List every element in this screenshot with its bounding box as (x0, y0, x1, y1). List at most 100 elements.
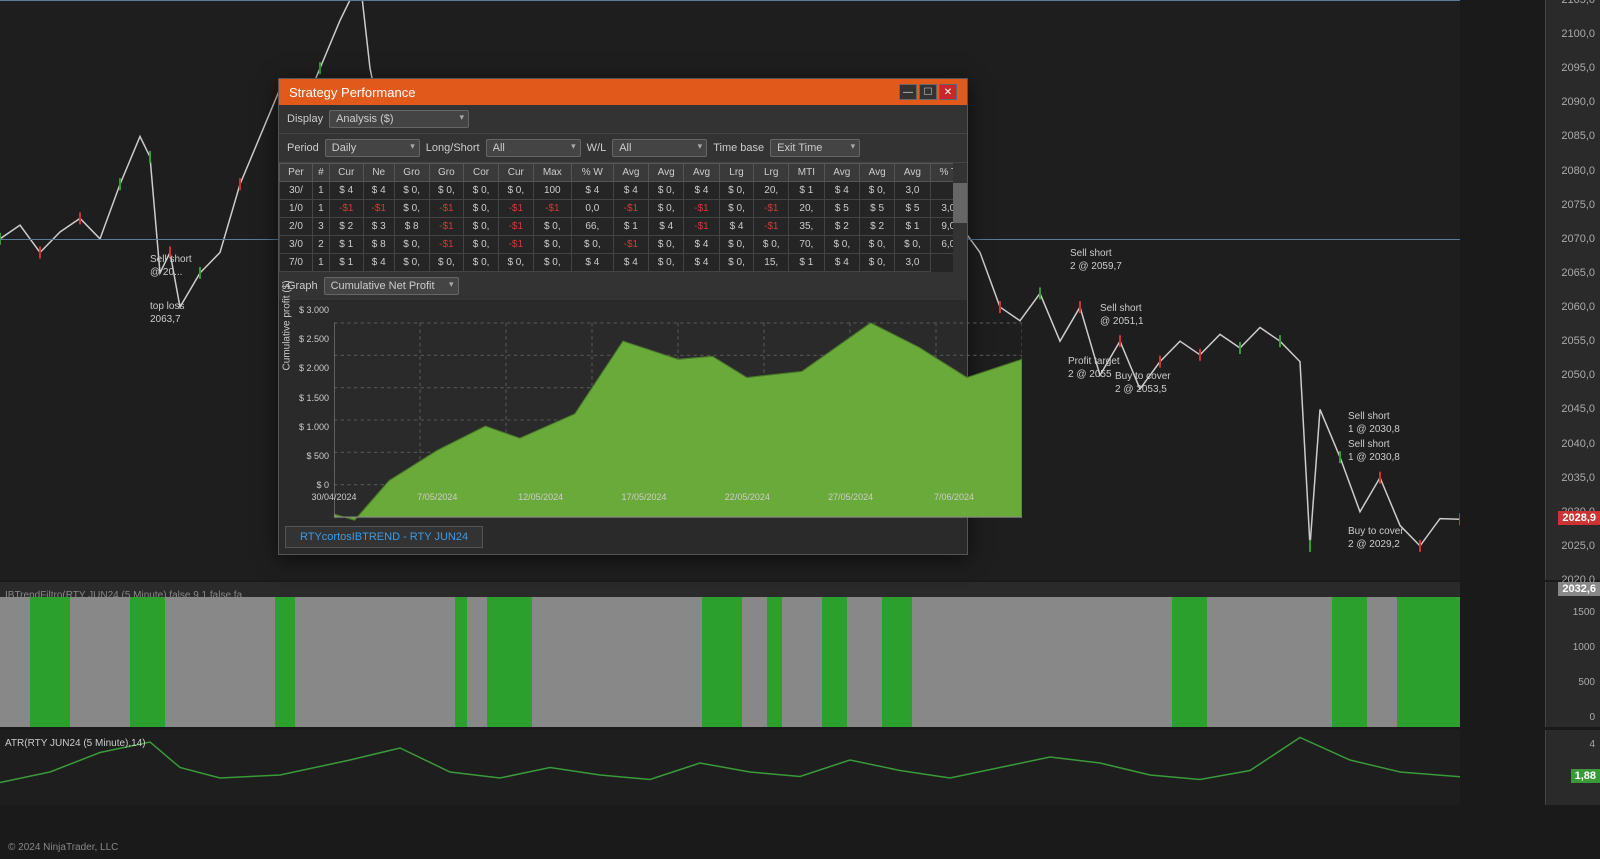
y-axis-tick: 2050,0 (1561, 369, 1595, 381)
y-axis-tick: 2055,0 (1561, 335, 1595, 347)
graph-y-tick: $ 1.500 (299, 393, 329, 403)
strategy-performance-window[interactable]: Strategy Performance — ☐ ✕ Display Analy… (278, 78, 968, 555)
graph-ylabel: Cumulative profit ($) (282, 280, 293, 370)
table-row[interactable]: 3/02$ 1$ 8$ 0,-$1$ 0,-$1$ 0,$ 0,-$1$ 0,$… (280, 236, 967, 254)
scrollbar-thumb[interactable] (953, 183, 967, 223)
window-titlebar[interactable]: Strategy Performance — ☐ ✕ (279, 79, 967, 105)
graph-select[interactable]: Cumulative Net Profit (324, 277, 459, 295)
indicator-bar (70, 597, 130, 727)
table-header[interactable]: # (312, 164, 329, 182)
table-scrollbar[interactable] (953, 163, 967, 272)
minimize-button[interactable]: — (899, 84, 917, 100)
indicator-bar (165, 597, 275, 727)
indicator-bar (275, 597, 295, 727)
table-header[interactable]: Avg (613, 164, 648, 182)
indicator-bar (1172, 597, 1207, 727)
y-axis-tick: 2025,0 (1561, 540, 1595, 552)
current-price-tag: 2028,9 (1558, 511, 1600, 525)
performance-table[interactable]: Per#CurNeGroGroCorCurMax% WAvgAvgAvgLrgL… (279, 163, 967, 272)
ibtrend-indicator-panel[interactable]: IBTrendFiltro(RTY JUN24 (5 Minute),false… (0, 582, 1460, 727)
trade-annotation: Sell short@ 20... (150, 253, 192, 279)
table-cell: -$1 (684, 200, 719, 218)
indicator-bar (822, 597, 847, 727)
table-cell: $ 2 (824, 218, 859, 236)
table-cell: -$1 (329, 200, 363, 218)
y-axis-tick: 2105,0 (1561, 0, 1595, 6)
y-axis-tick: 2035,0 (1561, 472, 1595, 484)
table-cell: $ 4 (329, 182, 363, 200)
table-cell: $ 8 (394, 218, 429, 236)
table-cell: $ 0, (719, 254, 754, 272)
performance-table-wrap: Per#CurNeGroGroCorCurMax% WAvgAvgAvgLrgL… (279, 163, 967, 272)
table-cell: 1/0 (280, 200, 313, 218)
table-cell: -$1 (429, 218, 464, 236)
timebase-select[interactable]: Exit Time (770, 139, 860, 157)
table-header[interactable]: Lrg (719, 164, 754, 182)
table-header[interactable]: Per (280, 164, 313, 182)
table-header[interactable]: Cur (329, 164, 363, 182)
table-cell: $ 4 (719, 218, 754, 236)
table-row[interactable]: 7/01$ 1$ 4$ 0,$ 0,$ 0,$ 0,$ 0,$ 4$ 4$ 0,… (280, 254, 967, 272)
table-row[interactable]: 1/01-$1-$1$ 0,-$1$ 0,-$1-$10,0-$1$ 0,-$1… (280, 200, 967, 218)
table-header[interactable]: Cur (498, 164, 533, 182)
wl-select[interactable]: All (612, 139, 707, 157)
table-row[interactable]: 30/1$ 4$ 4$ 0,$ 0,$ 0,$ 0,100$ 4$ 4$ 0,$… (280, 182, 967, 200)
table-header[interactable]: Avg (824, 164, 859, 182)
y-axis-tick: 2085,0 (1561, 130, 1595, 142)
indicator-bar (767, 597, 782, 727)
table-cell: 30/ (280, 182, 313, 200)
table-header[interactable]: Avg (684, 164, 719, 182)
table-cell: 3/0 (280, 236, 313, 254)
table-row[interactable]: 2/03$ 2$ 3$ 8-$1$ 0,-$1$ 0,66,$ 1$ 4-$1$… (280, 218, 967, 236)
table-cell: $ 4 (684, 254, 719, 272)
longshort-select[interactable]: All (486, 139, 581, 157)
table-cell: $ 0, (571, 236, 613, 254)
table-header[interactable]: Lrg (754, 164, 789, 182)
display-row: Display Analysis ($) (279, 105, 967, 134)
table-header[interactable]: Gro (429, 164, 464, 182)
table-header[interactable]: MTI (789, 164, 825, 182)
close-button[interactable]: ✕ (939, 84, 957, 100)
table-cell: -$1 (429, 236, 464, 254)
y-axis-tick: 2070,0 (1561, 233, 1595, 245)
table-header[interactable]: Max (533, 164, 571, 182)
table-header[interactable]: Avg (649, 164, 684, 182)
table-cell: 2 (312, 236, 329, 254)
table-cell: $ 4 (363, 254, 394, 272)
graph-x-tick: 17/05/2024 (621, 492, 666, 502)
indicator-bar (847, 597, 882, 727)
table-cell: $ 0, (464, 236, 499, 254)
indicator-bar (455, 597, 467, 727)
table-header[interactable]: % W (571, 164, 613, 182)
period-select[interactable]: Daily (325, 139, 420, 157)
table-header[interactable]: Cor (464, 164, 499, 182)
table-cell: -$1 (684, 218, 719, 236)
maximize-button[interactable]: ☐ (919, 84, 937, 100)
graph-selector-row: Graph Cumulative Net Profit (279, 272, 967, 300)
table-cell: -$1 (533, 200, 571, 218)
table-cell: $ 0, (464, 182, 499, 200)
atr-indicator-panel[interactable]: ATR(RTY JUN24 (5 Minute),14) (0, 730, 1460, 805)
atr-label: ATR(RTY JUN24 (5 Minute),14) (5, 738, 146, 749)
trade-annotation: top loss2063,7 (150, 300, 184, 326)
indicator-bar (130, 597, 165, 727)
display-select[interactable]: Analysis ($) (329, 110, 469, 128)
y-axis-tick: 2075,0 (1561, 199, 1595, 211)
graph-x-tick: 27/05/2024 (828, 492, 873, 502)
graph-x-tick: 12/05/2024 (518, 492, 563, 502)
indicator-bar (882, 597, 912, 727)
table-header[interactable]: Avg (895, 164, 930, 182)
table-header[interactable]: Gro (394, 164, 429, 182)
footer-copyright: © 2024 NinjaTrader, LLC (0, 839, 1600, 859)
table-cell: 3,0 (895, 182, 930, 200)
trade-annotation: Profit target2 @ 2055 (1068, 355, 1120, 381)
trade-annotation: Sell short2 @ 2059,7 (1070, 247, 1122, 273)
indicator-bar (467, 597, 487, 727)
cumulative-profit-graph[interactable]: Cumulative profit ($) Date $ 3.000$ 2.50… (279, 300, 967, 520)
table-cell: -$1 (754, 200, 789, 218)
table-header[interactable]: Ne (363, 164, 394, 182)
table-cell: $ 0, (719, 182, 754, 200)
table-cell: 3,0 (895, 254, 930, 272)
table-header[interactable]: Avg (859, 164, 894, 182)
indicator-bar (742, 597, 767, 727)
